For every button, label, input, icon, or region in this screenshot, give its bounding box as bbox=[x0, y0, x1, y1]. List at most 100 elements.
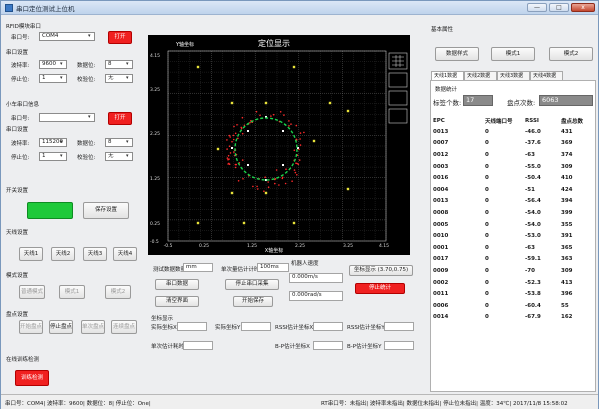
stop-inventory-button[interactable]: 停止盘点 bbox=[49, 320, 73, 334]
save-settings-button[interactable]: 保存设置 bbox=[83, 202, 129, 219]
robot-speed-input[interactable]: 0.000m/s bbox=[289, 273, 343, 283]
stop-bits-label: 停止位: bbox=[11, 77, 30, 83]
reset-tool-icon[interactable] bbox=[388, 90, 408, 106]
antenna-cell: 0 bbox=[485, 163, 489, 170]
tag-point bbox=[247, 130, 249, 132]
estimate-point bbox=[228, 134, 231, 137]
antenna-cell: 0 bbox=[485, 256, 489, 263]
rfid-open-button[interactable]: 打开 bbox=[108, 31, 132, 44]
plot-border bbox=[167, 50, 387, 242]
estimate-point bbox=[259, 114, 261, 117]
antenna-4-button[interactable]: 天线4 bbox=[113, 247, 137, 261]
coord-display-button[interactable]: 坐标显示 (3.70,0.75) bbox=[349, 265, 413, 276]
antenna-cell: 0 bbox=[485, 314, 489, 321]
switch-toggle-button[interactable] bbox=[27, 202, 73, 219]
status-right: RT串口号：未指出| 波特率未指出| 数据位未指出| 停止位未指出| 温度：34… bbox=[321, 401, 568, 407]
estimate-point bbox=[298, 148, 300, 151]
table-row[interactable]: 0003 0 -55.0 309 bbox=[430, 161, 595, 173]
table-row[interactable]: 0005 0 -54.0 355 bbox=[430, 219, 595, 231]
antenna-2-button[interactable]: 天线2 bbox=[51, 247, 75, 261]
select-tool-icon[interactable] bbox=[388, 108, 408, 124]
rssi-x-input[interactable] bbox=[313, 322, 343, 331]
mode-1-button[interactable]: 模式1 bbox=[59, 285, 85, 299]
single-inventory-button[interactable]: 单次盘点 bbox=[81, 320, 105, 334]
test-data-input[interactable]: mm bbox=[183, 263, 213, 272]
table-row[interactable]: 0013 0 -46.0 431 bbox=[430, 126, 595, 138]
right-mode-1-button[interactable]: 模式1 bbox=[491, 47, 535, 61]
table-row[interactable]: 0016 0 -50.4 410 bbox=[430, 172, 595, 184]
single-time-input[interactable] bbox=[183, 341, 213, 350]
rfid-port-select[interactable]: COM4 ▾ bbox=[39, 32, 95, 41]
baud-select[interactable]: 9600 ▾ bbox=[39, 60, 67, 69]
mode-normal-button[interactable]: 普通模式 bbox=[19, 285, 45, 299]
reference-point bbox=[292, 221, 296, 225]
start-save-button[interactable]: 开始保存 bbox=[233, 296, 273, 307]
pan-tool-icon[interactable] bbox=[388, 72, 408, 88]
stop-collect-button[interactable]: 停止串口采集 bbox=[225, 279, 279, 290]
continuous-inventory-button[interactable]: 连续盘点 bbox=[111, 320, 137, 334]
tab-antenna-3[interactable]: 天线3数据 bbox=[497, 71, 530, 80]
epc-cell: 0006 bbox=[433, 302, 449, 309]
tab-antenna-1[interactable]: 天线1数据 bbox=[431, 71, 464, 80]
start-inventory-button[interactable]: 开始盘点 bbox=[19, 320, 43, 334]
table-row[interactable]: 0010 0 -53.0 391 bbox=[430, 230, 595, 242]
table-row[interactable]: 0013 0 -56.4 394 bbox=[430, 196, 595, 208]
stop-bits-select[interactable]: 1 ▾ bbox=[39, 74, 67, 83]
car-port-select[interactable]: ▾ bbox=[39, 113, 95, 122]
estimate-point bbox=[299, 138, 301, 140]
table-row[interactable]: 0014 0 -67.9 162 bbox=[430, 312, 595, 324]
right-mode-2-button[interactable]: 模式2 bbox=[549, 47, 593, 61]
table-row[interactable]: 0011 0 -53.8 396 bbox=[430, 288, 595, 300]
single-interval-input[interactable]: 100ms bbox=[257, 263, 289, 272]
maximize-button[interactable]: □ bbox=[549, 3, 569, 12]
bp-x-input[interactable] bbox=[313, 341, 343, 350]
car-open-button[interactable]: 打开 bbox=[108, 112, 132, 125]
estimate-point bbox=[299, 144, 302, 146]
antenna-1-button[interactable]: 天线1 bbox=[19, 247, 43, 261]
tag-point bbox=[282, 130, 284, 132]
table-row[interactable]: 0004 0 -51 424 bbox=[430, 184, 595, 196]
antenna-3-button[interactable]: 天线3 bbox=[83, 247, 107, 261]
car-stop-bits-select[interactable]: 1 ▾ bbox=[39, 152, 67, 161]
tab-antenna-2[interactable]: 天线2数据 bbox=[464, 71, 497, 80]
x-tick-label: -0.5 bbox=[164, 243, 173, 249]
data-bits-select[interactable]: 8 ▾ bbox=[105, 60, 133, 69]
car-parity-select[interactable]: 无 ▾ bbox=[105, 152, 133, 161]
total-cell: 309 bbox=[561, 267, 573, 274]
table-row[interactable]: 0017 0 -59.1 363 bbox=[430, 254, 595, 266]
actual-y-input[interactable] bbox=[241, 322, 271, 331]
estimate-point bbox=[241, 116, 244, 119]
estimate-point bbox=[231, 140, 233, 143]
robot-angle-input[interactable]: 0.000rad/s bbox=[289, 291, 343, 301]
car-data-bits-select[interactable]: 8 ▾ bbox=[105, 138, 133, 147]
parity-select[interactable]: 无 ▾ bbox=[105, 74, 133, 83]
estimate-point bbox=[229, 152, 232, 154]
close-button[interactable]: x bbox=[571, 3, 595, 12]
online-train-button[interactable]: 训练检测 bbox=[15, 370, 49, 386]
bp-y-input[interactable] bbox=[384, 341, 414, 350]
table-row[interactable]: 0002 0 -52.3 413 bbox=[430, 277, 595, 289]
tab-antenna-4[interactable]: 天线4数据 bbox=[530, 71, 563, 80]
stop-stat-button[interactable]: 停止统计 bbox=[355, 283, 405, 294]
open-port-data-button[interactable]: 串口数据 bbox=[155, 279, 199, 290]
rssi-cell: -53.0 bbox=[525, 233, 541, 240]
table-row[interactable]: 0007 0 -37.6 369 bbox=[430, 138, 595, 150]
minimize-button[interactable]: — bbox=[527, 3, 547, 12]
actual-x-input[interactable] bbox=[177, 322, 207, 331]
chevron-down-icon: ▾ bbox=[126, 75, 129, 81]
y-tick-label: 1.25 bbox=[150, 176, 160, 182]
total-cell: 399 bbox=[561, 209, 573, 216]
rssi-y-input[interactable] bbox=[384, 322, 414, 331]
grid-tool-icon bbox=[392, 55, 404, 67]
table-row[interactable]: 0008 0 -54.0 399 bbox=[430, 207, 595, 219]
serial-section-title: 串口设置 bbox=[6, 50, 29, 56]
data-style-button[interactable]: 数据样式 bbox=[435, 47, 479, 61]
clear-button[interactable]: 清空界面 bbox=[155, 296, 199, 307]
table-row[interactable]: 0006 0 -60.4 55 bbox=[430, 300, 595, 312]
table-row[interactable]: 0009 0 -70 309 bbox=[430, 265, 595, 277]
mode-2-button[interactable]: 模式2 bbox=[105, 285, 131, 299]
table-row[interactable]: 0001 0 -63 365 bbox=[430, 242, 595, 254]
table-row[interactable]: 0012 0 -63 374 bbox=[430, 149, 595, 161]
reference-point bbox=[196, 221, 200, 225]
car-baud-select[interactable]: 115200 ▾ bbox=[39, 138, 67, 147]
